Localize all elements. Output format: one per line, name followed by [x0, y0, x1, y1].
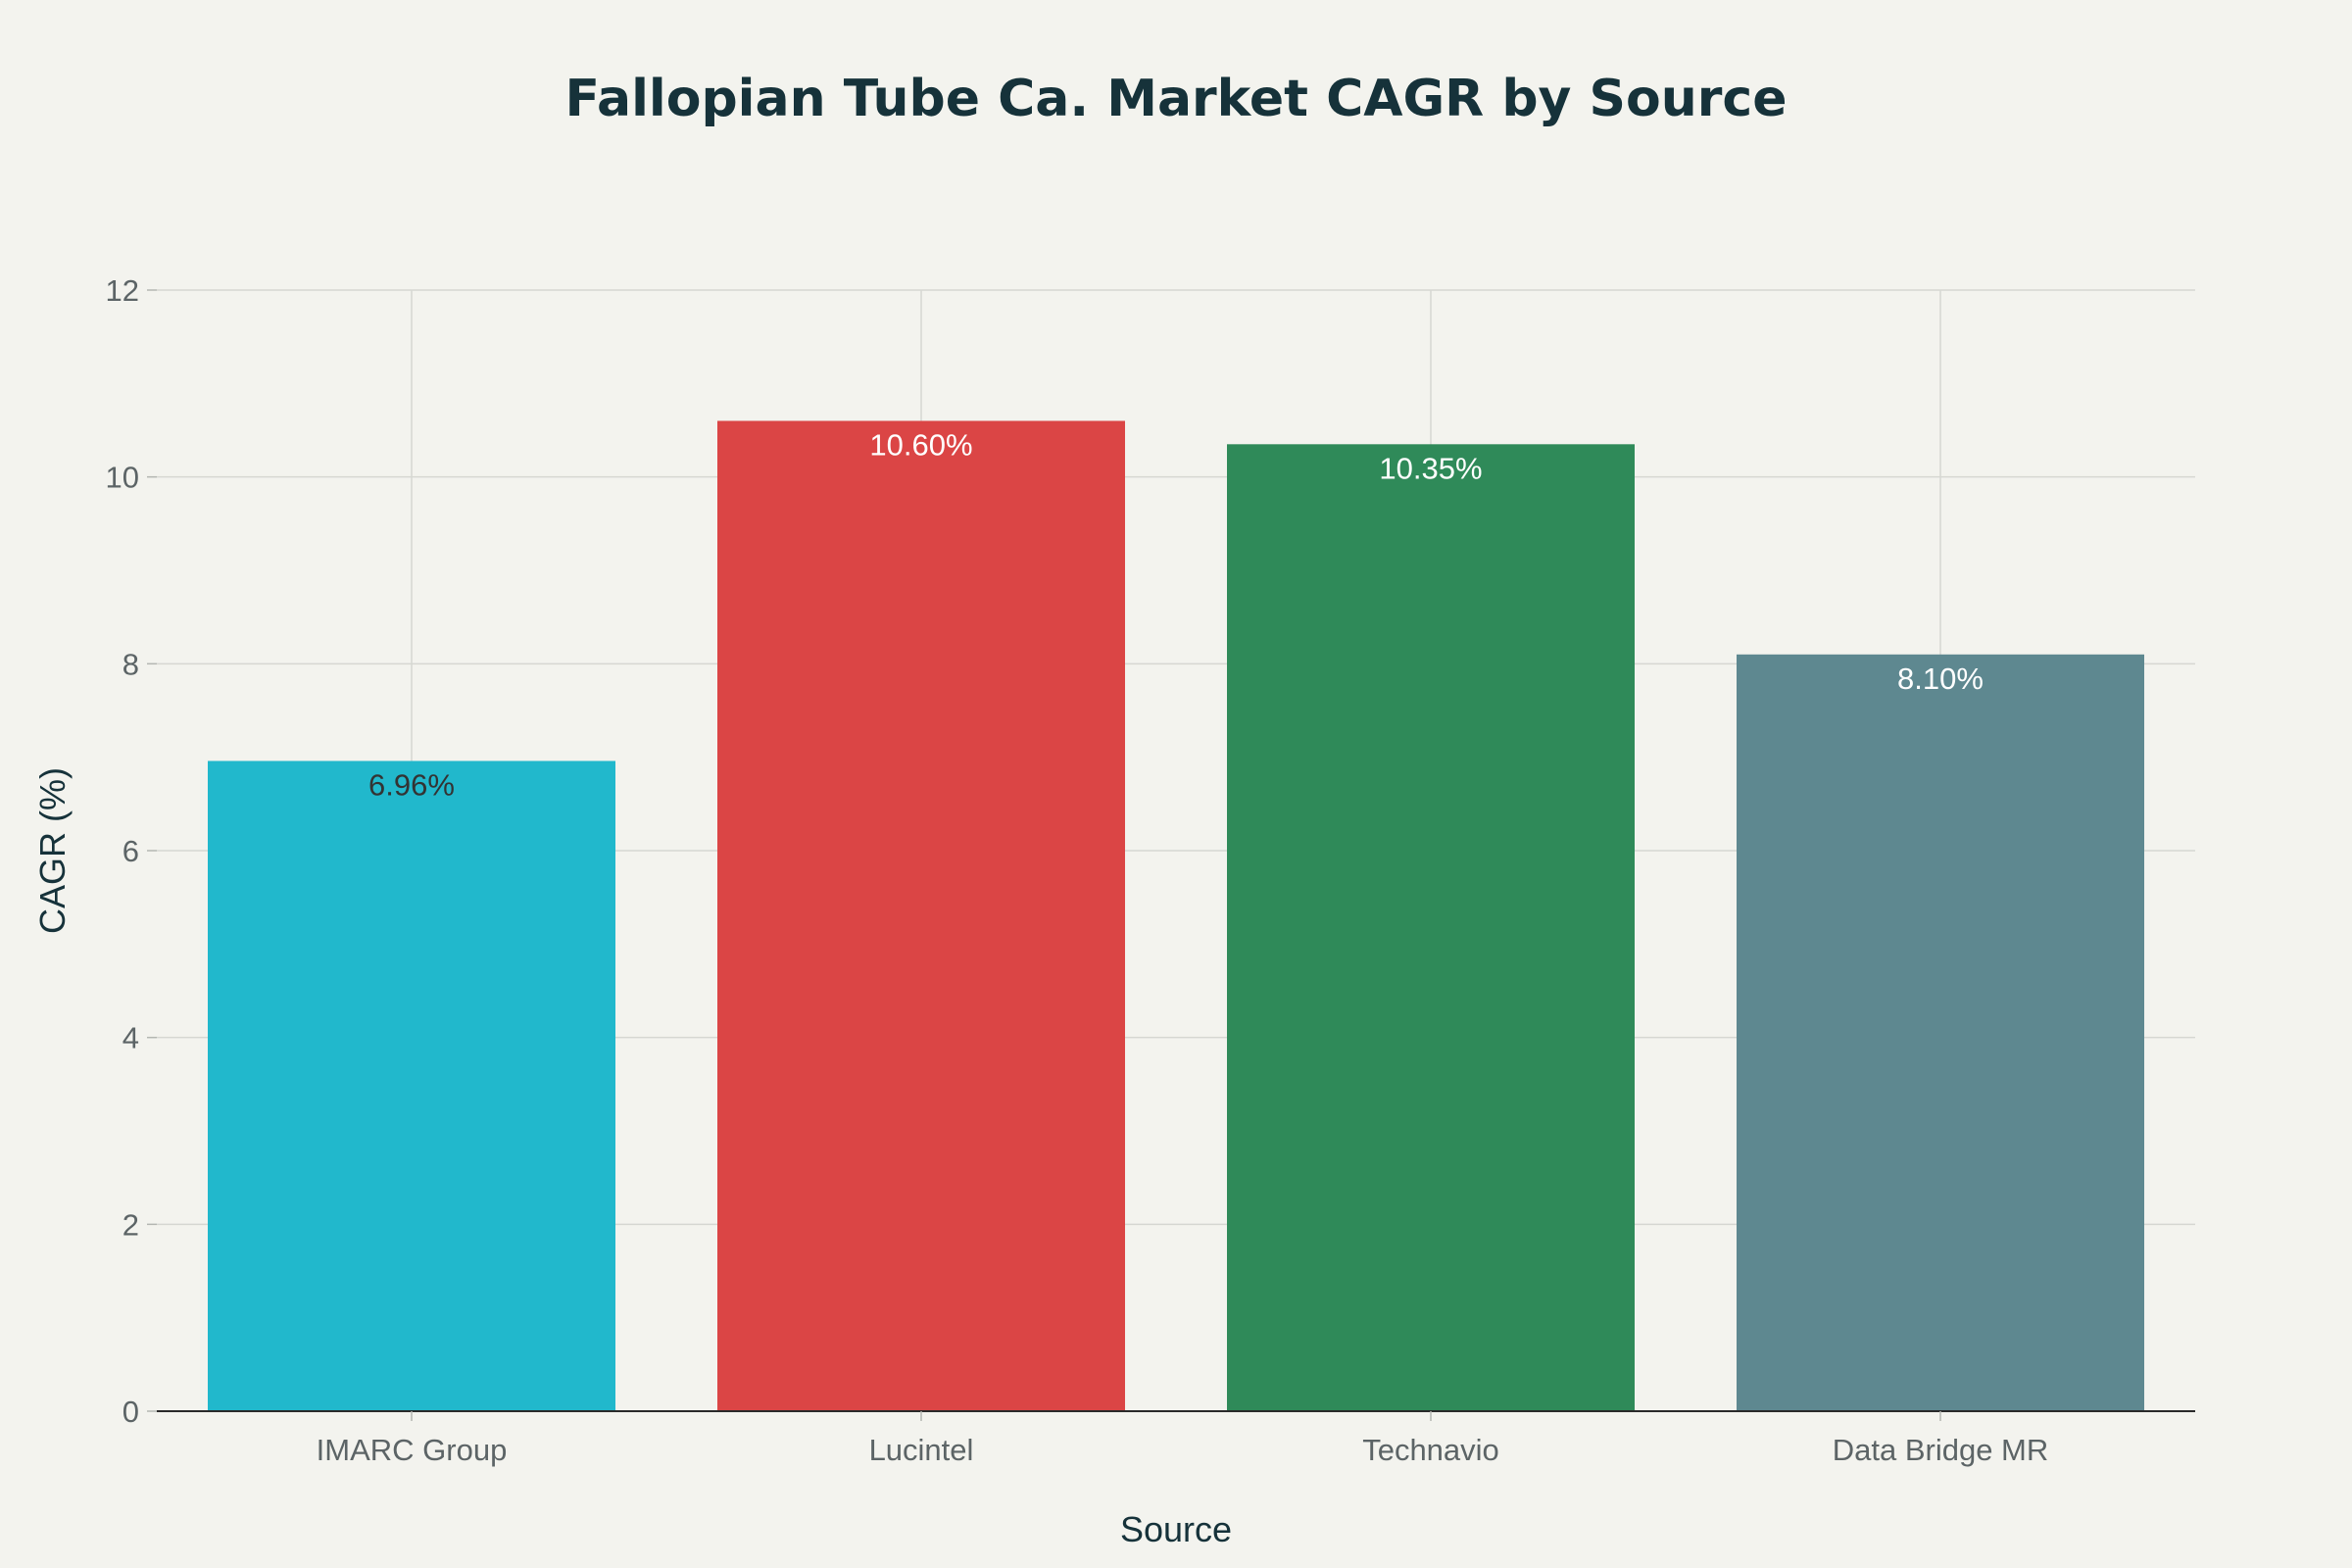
y-tick-label: 4 — [122, 1021, 139, 1055]
bar — [1227, 444, 1635, 1411]
x-axis-title: Source — [1120, 1509, 1232, 1549]
y-tick-label: 6 — [122, 834, 139, 868]
bar — [1737, 654, 2144, 1411]
bar-data-label: 6.96% — [368, 767, 455, 802]
bars — [208, 420, 2144, 1411]
chart-title: Fallopian Tube Ca. Market CAGR by Source — [565, 70, 1788, 128]
y-tick-label: 10 — [106, 461, 139, 495]
y-tick-label: 0 — [122, 1395, 139, 1429]
x-tick-label: IMARC Group — [317, 1433, 508, 1467]
bar-data-label: 10.60% — [869, 427, 972, 462]
y-tick-label: 2 — [122, 1207, 139, 1242]
x-tick-label: Data Bridge MR — [1833, 1433, 2049, 1467]
y-axis-title: CAGR (%) — [32, 767, 73, 934]
bar — [208, 760, 615, 1411]
axes: 0 2 4 6 8 10 12 IMARC Group Lucintel Technavio Dat… — [106, 273, 2195, 1467]
data-labels: 6.96% 10.60% 10.35% 8.10% — [368, 427, 1984, 802]
x-tick-label: Technavio — [1362, 1433, 1499, 1467]
bar-data-label: 10.35% — [1379, 451, 1482, 485]
y-tick-label: 12 — [106, 273, 139, 308]
bar — [717, 420, 1125, 1411]
y-tick-label: 8 — [122, 647, 139, 681]
x-tick-label: Lucintel — [869, 1433, 974, 1467]
bar-data-label: 8.10% — [1897, 662, 1984, 696]
